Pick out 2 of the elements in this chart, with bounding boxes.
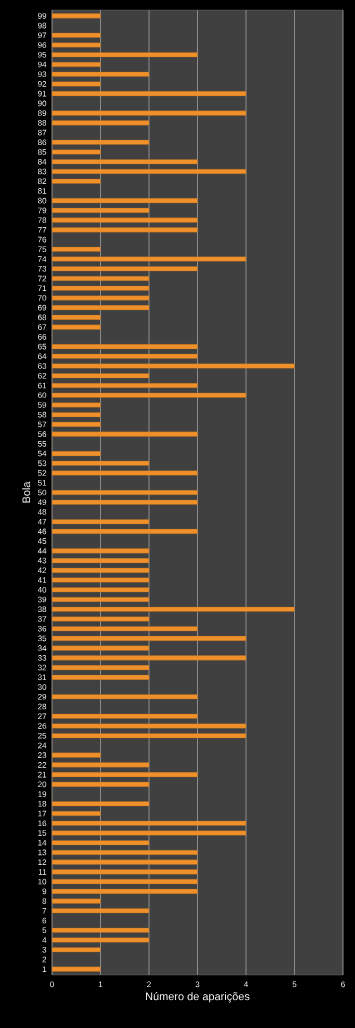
x-axis-title: Número de aparições: [146, 992, 250, 1003]
y-axis-title: Bola: [22, 481, 31, 503]
